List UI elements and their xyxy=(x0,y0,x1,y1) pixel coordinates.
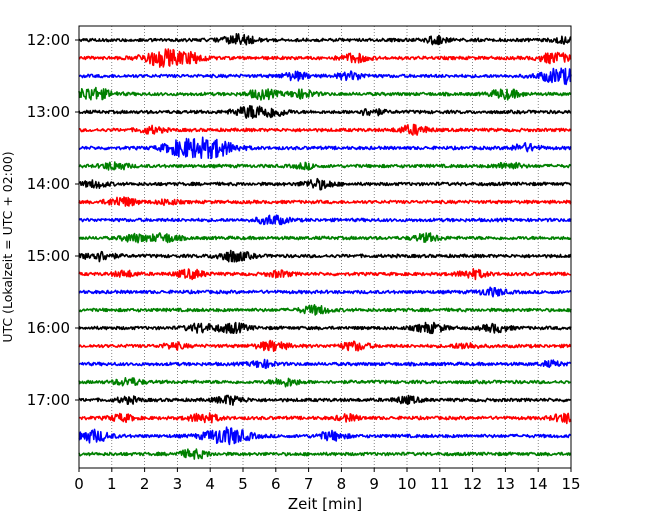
y-tick-label: 14:00 xyxy=(27,175,70,193)
trace-line xyxy=(78,123,572,136)
trace-line xyxy=(78,358,572,370)
y-tick-label: 12:00 xyxy=(27,31,70,49)
trace-group xyxy=(78,33,572,460)
trace-line xyxy=(78,67,572,86)
trace-line xyxy=(78,33,572,46)
y-tick-label: 16:00 xyxy=(27,319,70,337)
trace-line xyxy=(78,412,572,425)
y-axis-ticks: 12:00 13:00 14:00 15:00 16:00 17:00 xyxy=(27,31,79,409)
trace-line xyxy=(78,86,572,101)
y-tick-label: 17:00 xyxy=(27,391,70,409)
x-tick-label: 13 xyxy=(496,475,515,493)
trace-line xyxy=(78,426,572,446)
x-tick-label: 6 xyxy=(271,475,281,493)
trace-line xyxy=(78,321,572,335)
x-axis-label: Zeit [min] xyxy=(288,495,362,513)
trace-line xyxy=(78,286,572,298)
trace-line xyxy=(78,249,572,263)
y-tick-label: 15:00 xyxy=(27,247,70,265)
x-tick-label: 3 xyxy=(173,475,183,493)
trace-line xyxy=(78,48,572,68)
x-tick-label: 12 xyxy=(463,475,482,493)
trace-line xyxy=(78,268,572,281)
x-tick-label: 2 xyxy=(140,475,150,493)
trace-line xyxy=(78,339,572,352)
trace-line xyxy=(78,177,572,191)
trace-line xyxy=(78,196,572,207)
plot-frame xyxy=(78,25,572,469)
trace-line xyxy=(78,304,572,316)
x-tick-label: 15 xyxy=(561,475,580,493)
y-tick-label: 13:00 xyxy=(27,103,70,121)
x-tick-label: 1 xyxy=(107,475,117,493)
trace-line xyxy=(78,136,572,160)
trace-line xyxy=(78,448,572,460)
x-tick-label: 7 xyxy=(304,475,314,493)
trace-line xyxy=(78,232,572,244)
x-tick-label: 8 xyxy=(337,475,347,493)
x-tick-label: 10 xyxy=(397,475,416,493)
trace-line xyxy=(78,394,572,406)
trace-line xyxy=(78,161,572,171)
trace-line xyxy=(78,377,572,388)
x-tick-label: 5 xyxy=(238,475,248,493)
x-tick-label: 9 xyxy=(369,475,379,493)
x-axis-ticks: 0 1 2 3 4 5 6 7 8 9 10 11 12 13 14 15 xyxy=(74,468,581,493)
y-axis-label: UTC (Lokalzeit = UTC + 02:00) xyxy=(0,151,15,342)
x-tick-label: 11 xyxy=(430,475,449,493)
trace-line xyxy=(78,105,572,119)
x-tick-label: 14 xyxy=(529,475,548,493)
x-tick-label: 0 xyxy=(74,475,84,493)
trace-line xyxy=(78,214,572,226)
x-tick-label: 4 xyxy=(205,475,215,493)
